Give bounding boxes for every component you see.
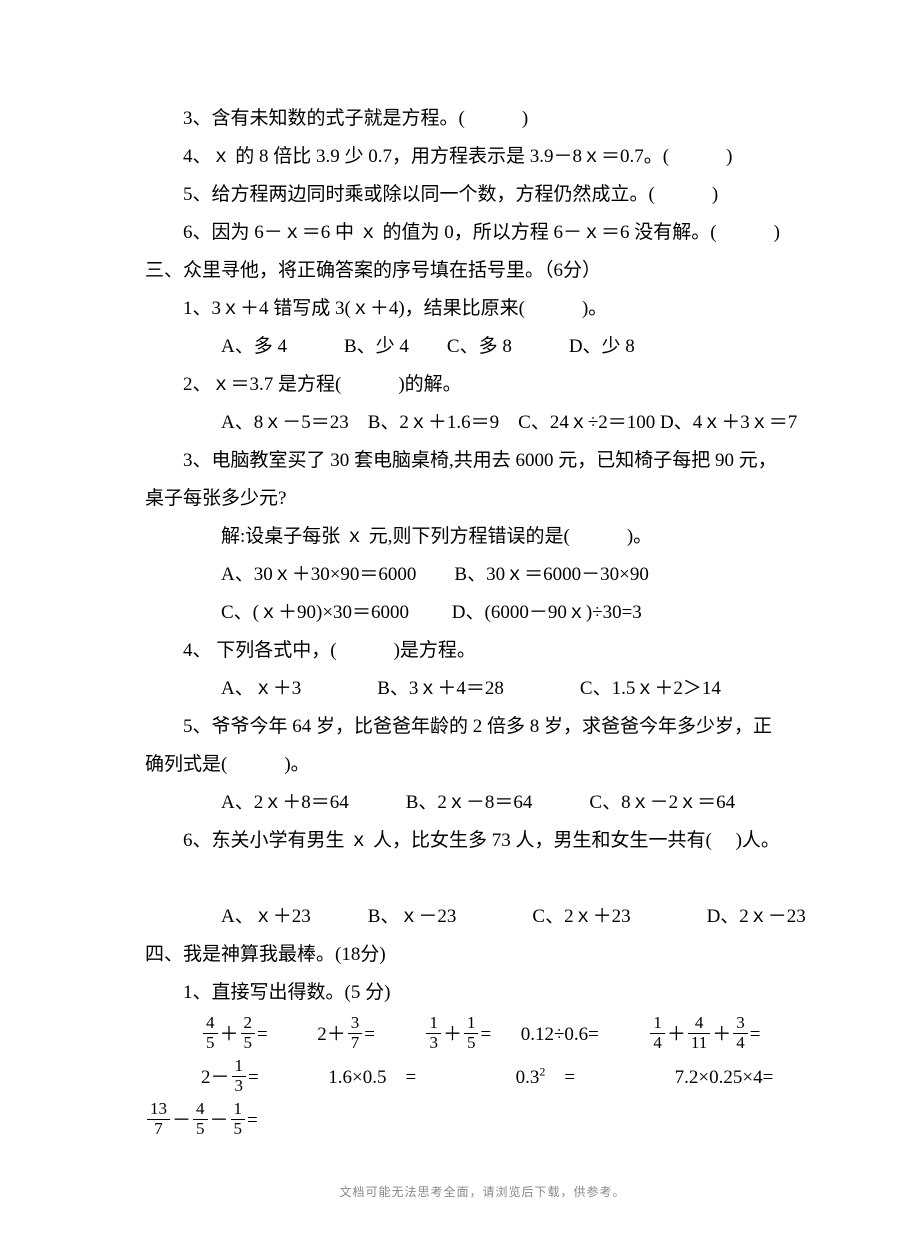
op-eq: = bbox=[750, 1024, 761, 1045]
fraction: 25 bbox=[241, 1014, 256, 1052]
s3-q2: 2、ｘ＝3.7 是方程( )的解。 bbox=[145, 366, 820, 404]
op-eq: = bbox=[364, 1024, 375, 1045]
s3-q5-options: A、2ｘ＋8＝64 B、2ｘ－8＝64 C、8ｘ－2ｘ＝64 bbox=[145, 784, 820, 822]
s3-q3-line3: 解:设桌子每张 ｘ 元,则下列方程错误的是( )。 bbox=[145, 518, 820, 556]
expr: 0.3 bbox=[516, 1067, 540, 1088]
expr: 2－ bbox=[201, 1067, 230, 1088]
op-minus: － bbox=[172, 1110, 191, 1131]
s3-q5-line2: 确列式是( )。 bbox=[145, 746, 820, 784]
s3-q6-options: A、ｘ＋23 B、ｘ－23 C、2ｘ＋23 D、2ｘ－23 bbox=[145, 898, 820, 936]
fraction: 13 bbox=[232, 1057, 247, 1095]
s3-q4: 4、 下列各式中，( )是方程。 bbox=[145, 632, 820, 670]
op-plus: ＋ bbox=[443, 1024, 462, 1045]
math-row-1: 45＋25= 2＋37= 13＋15= 0.12÷0.6= 14＋411＋34= bbox=[145, 1016, 820, 1055]
op-plus: ＋ bbox=[712, 1024, 731, 1045]
fraction: 13 bbox=[426, 1014, 441, 1052]
expr: 7.2×0.25×4= bbox=[675, 1067, 774, 1088]
expr: 2＋ bbox=[317, 1024, 346, 1045]
fraction: 137 bbox=[147, 1100, 170, 1138]
section-4-title: 四、我是神算我最棒。(18分) bbox=[145, 936, 820, 974]
s3-q1: 1、3ｘ＋4 错写成 3(ｘ＋4)，结果比原来( )。 bbox=[145, 290, 820, 328]
s3-q3-options-1: A、30ｘ＋30×90＝6000 B、30ｘ＝6000－30×90 bbox=[145, 556, 820, 594]
judge-q6: 6、因为 6－ｘ＝6 中 ｘ 的值为 0，所以方程 6－ｘ＝6 没有解。( ) bbox=[145, 214, 820, 252]
math-row-2: 2－13= 1.6×0.5 = 0.32 = 7.2×0.25×4= bbox=[145, 1059, 820, 1098]
expr: 1.6×0.5 = bbox=[328, 1067, 416, 1088]
s3-q3-options-2: C、(ｘ＋90)×30＝6000 D、(6000－90ｘ)÷30=3 bbox=[145, 594, 820, 632]
fraction: 37 bbox=[348, 1014, 363, 1052]
s3-q3-line1: 3、电脑教室买了 30 套电脑桌椅,共用去 6000 元，已知椅子每把 90 元… bbox=[145, 442, 820, 480]
document-page: 3、含有未知数的式子就是方程。( ) 4、ｘ 的 8 倍比 3.9 少 0.7，… bbox=[0, 0, 920, 1234]
fraction: 14 bbox=[650, 1014, 665, 1052]
fraction: 15 bbox=[231, 1100, 246, 1138]
judge-q4: 4、ｘ 的 8 倍比 3.9 少 0.7，用方程表示是 3.9－8ｘ＝0.7。(… bbox=[145, 138, 820, 176]
fraction: 34 bbox=[733, 1014, 748, 1052]
s3-q4-options: A、ｘ＋3 B、3ｘ＋4＝28 C、1.5ｘ＋2＞14 bbox=[145, 670, 820, 708]
judge-q3: 3、含有未知数的式子就是方程。( ) bbox=[145, 100, 820, 138]
math-row-3: 137－45－15= bbox=[145, 1102, 820, 1141]
expr: 0.12÷0.6= bbox=[521, 1024, 599, 1045]
fraction: 45 bbox=[193, 1100, 208, 1138]
fraction: 411 bbox=[688, 1014, 710, 1052]
section-3-title: 三、众里寻他，将正确答案的序号填在括号里。（6分） bbox=[145, 252, 820, 290]
op-eq: = bbox=[480, 1024, 491, 1045]
fraction: 45 bbox=[203, 1014, 218, 1052]
fraction: 15 bbox=[464, 1014, 479, 1052]
op-eq: = bbox=[247, 1110, 258, 1131]
s3-q2-options: A、8ｘ－5＝23 B、2ｘ＋1.6＝9 C、24ｘ÷2＝100 D、4ｘ＋3ｘ… bbox=[145, 404, 820, 442]
page-footer: 文档可能无法思考全面，请浏览后下载，供参考。 bbox=[145, 1180, 820, 1204]
judge-q5: 5、给方程两边同时乘或除以同一个数，方程仍然成立。( ) bbox=[145, 176, 820, 214]
s3-q3-line2: 桌子每张多少元? bbox=[145, 480, 820, 518]
op-eq: = bbox=[248, 1067, 259, 1088]
s3-q5-line1: 5、爷爷今年 64 岁，比爸爸年龄的 2 倍多 8 岁，求爸爸今年多少岁，正 bbox=[145, 708, 820, 746]
op-eq: = bbox=[545, 1067, 575, 1088]
op-plus: ＋ bbox=[220, 1024, 239, 1045]
s4-q1: 1、直接写出得数。(5 分) bbox=[145, 974, 820, 1012]
op-plus: ＋ bbox=[667, 1024, 686, 1045]
s3-q1-options: A、多 4 B、少 4 C、多 8 D、少 8 bbox=[145, 328, 820, 366]
op-eq: = bbox=[257, 1024, 268, 1045]
s3-q6: 6、东关小学有男生 ｘ 人，比女生多 73 人，男生和女生一共有( )人。 bbox=[145, 822, 820, 860]
blank-line bbox=[145, 860, 820, 898]
op-minus: － bbox=[210, 1110, 229, 1131]
